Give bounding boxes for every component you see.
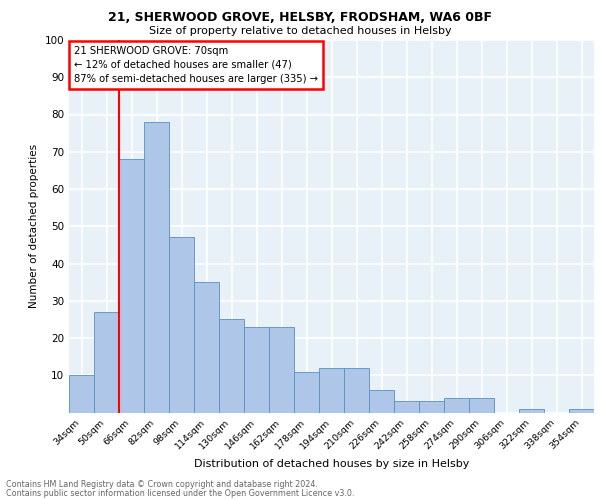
Bar bbox=[269, 327, 294, 412]
Bar bbox=[394, 402, 419, 412]
Bar bbox=[419, 402, 444, 412]
Bar bbox=[469, 398, 494, 412]
Text: Size of property relative to detached houses in Helsby: Size of property relative to detached ho… bbox=[149, 26, 451, 36]
Y-axis label: Number of detached properties: Number of detached properties bbox=[29, 144, 39, 308]
Bar bbox=[194, 282, 219, 412]
Bar bbox=[344, 368, 369, 412]
Text: Contains HM Land Registry data © Crown copyright and database right 2024.: Contains HM Land Registry data © Crown c… bbox=[6, 480, 318, 489]
Bar bbox=[219, 320, 244, 412]
Bar bbox=[244, 327, 269, 412]
Bar bbox=[369, 390, 394, 412]
Bar bbox=[144, 122, 169, 412]
Text: 21, SHERWOOD GROVE, HELSBY, FRODSHAM, WA6 0BF: 21, SHERWOOD GROVE, HELSBY, FRODSHAM, WA… bbox=[108, 11, 492, 24]
Bar bbox=[444, 398, 469, 412]
Bar bbox=[94, 312, 119, 412]
Bar bbox=[119, 159, 144, 412]
Bar bbox=[319, 368, 344, 412]
X-axis label: Distribution of detached houses by size in Helsby: Distribution of detached houses by size … bbox=[194, 460, 469, 469]
Bar bbox=[569, 409, 594, 412]
Bar bbox=[69, 375, 94, 412]
Text: Contains public sector information licensed under the Open Government Licence v3: Contains public sector information licen… bbox=[6, 488, 355, 498]
Bar bbox=[169, 238, 194, 412]
Bar bbox=[294, 372, 319, 412]
Text: 21 SHERWOOD GROVE: 70sqm
← 12% of detached houses are smaller (47)
87% of semi-d: 21 SHERWOOD GROVE: 70sqm ← 12% of detach… bbox=[74, 46, 318, 84]
Bar bbox=[519, 409, 544, 412]
